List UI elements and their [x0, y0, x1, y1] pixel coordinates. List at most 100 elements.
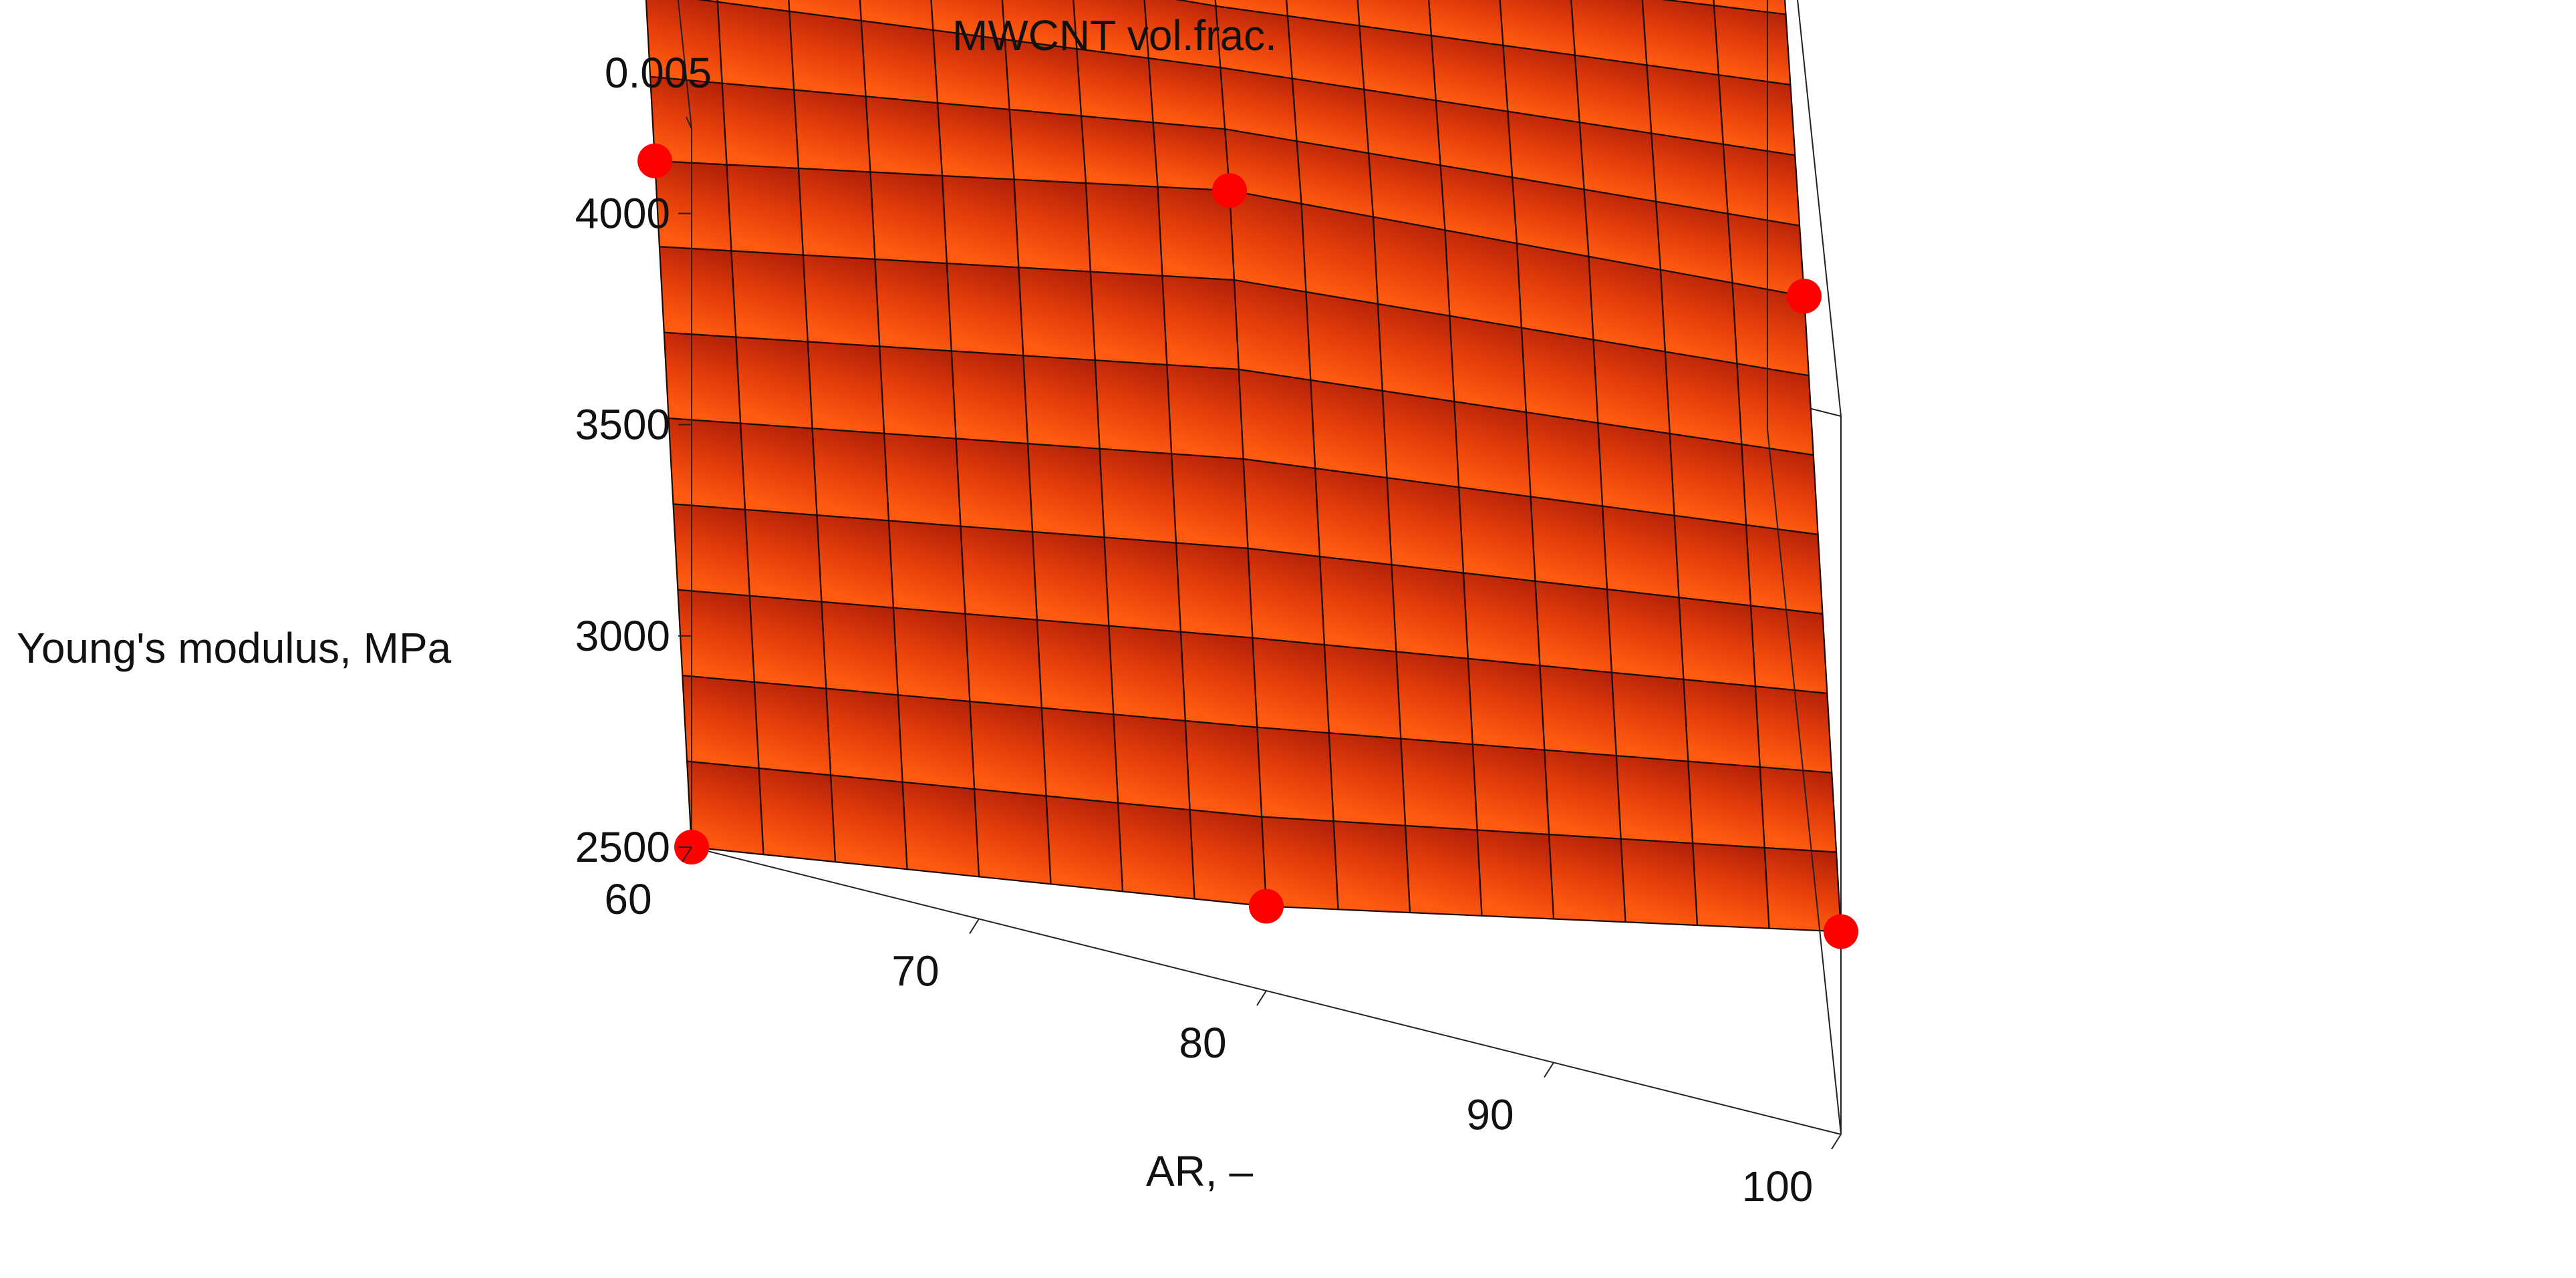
- surface-cell: [1745, 524, 1824, 615]
- surface-cell: [1013, 178, 1092, 273]
- surface-cell: [1166, 363, 1244, 460]
- surface-cell: [1620, 838, 1699, 927]
- data-point: [1787, 279, 1822, 314]
- surface-cell: [1372, 216, 1451, 317]
- surface-cell: [1597, 422, 1675, 516]
- surface-cell: [1610, 671, 1689, 762]
- surface-cell: [735, 336, 813, 430]
- surface-cell: [789, 10, 867, 98]
- surface-cell: [1713, 5, 1792, 86]
- surface-cell: [1430, 35, 1509, 112]
- surface-cell: [887, 520, 966, 615]
- surface-cell: [1736, 363, 1814, 456]
- surface-cell: [1310, 379, 1388, 479]
- surface-cell: [1099, 448, 1177, 544]
- x-tick-mark: [1831, 1134, 1842, 1150]
- surface-cell: [1170, 453, 1249, 550]
- surface-cell: [879, 345, 957, 440]
- surface-cell: [1036, 619, 1115, 715]
- data-point: [1824, 914, 1858, 949]
- surface-cell: [739, 422, 818, 516]
- surface-cell: [672, 503, 751, 597]
- surface-cell: [1080, 115, 1159, 188]
- surface-cell: [1502, 44, 1580, 124]
- surface-cell: [1040, 707, 1119, 804]
- data-points: [637, 143, 1858, 949]
- y-tick-mark: [686, 116, 692, 130]
- surface-cell: [1592, 339, 1671, 435]
- surface-cell: [1358, 25, 1437, 102]
- z-tick-label: 2500: [575, 823, 670, 871]
- surface-cell: [1391, 564, 1469, 660]
- surface-cell: [1548, 833, 1626, 923]
- surface-cell: [1641, 0, 1719, 76]
- surface-cell: [1683, 678, 1761, 768]
- surface-cell: [1228, 190, 1307, 293]
- surface-cell: [730, 250, 809, 343]
- surface-cell: [1103, 536, 1182, 633]
- surface-cell: [1615, 755, 1694, 844]
- surface-cell: [744, 508, 823, 603]
- surface-cell: [1574, 54, 1653, 134]
- surface-cell: [936, 102, 1015, 180]
- z-tick-label: 4000: [575, 190, 670, 238]
- surface-cell: [1507, 110, 1585, 190]
- surface-cell: [1018, 267, 1096, 361]
- data-point: [1212, 173, 1247, 208]
- z-axis-label: Young's modulus, MPa: [17, 624, 452, 672]
- surface-cell: [811, 428, 890, 522]
- surface-cell: [1328, 732, 1407, 827]
- surface-cell: [1606, 588, 1685, 681]
- surface-cell: [1678, 597, 1756, 687]
- surface-cell: [950, 350, 1029, 445]
- surface-mesh: [645, 0, 1842, 933]
- surface-cell: [964, 613, 1042, 709]
- z-tick-label: 3500: [575, 401, 670, 449]
- surface-cell: [946, 263, 1024, 357]
- x-tick-label: 70: [891, 947, 939, 995]
- surface-cell: [1022, 355, 1101, 450]
- surface-cell: [1233, 279, 1312, 381]
- y-tick-label: 0.005: [605, 49, 712, 97]
- surface-cell: [1085, 182, 1163, 277]
- surface-cell: [1179, 631, 1258, 728]
- surface-cell: [1449, 315, 1527, 414]
- x-axis-label: AR, –: [1146, 1147, 1253, 1195]
- data-point: [637, 143, 672, 178]
- surface-cell: [821, 601, 899, 696]
- surface-cell: [969, 700, 1047, 797]
- surface-cell: [860, 19, 939, 104]
- surface-cell: [1717, 74, 1796, 156]
- surface-cell: [941, 175, 1020, 269]
- surface-cell: [955, 438, 1034, 533]
- surface-cell: [758, 767, 837, 863]
- surface-cell: [1395, 651, 1473, 746]
- surface-cell: [1749, 605, 1828, 694]
- data-point: [1249, 889, 1284, 924]
- surface-cell: [793, 89, 871, 173]
- surface-cell: [1669, 432, 1747, 526]
- surface-cell: [1458, 486, 1536, 583]
- surface-cell: [1646, 64, 1724, 146]
- surface-cell: [1687, 760, 1765, 849]
- surface-cell: [1467, 657, 1546, 751]
- x-tick-mark: [1544, 1062, 1554, 1078]
- surface-cell: [807, 341, 885, 435]
- surface-cell: [1094, 359, 1173, 455]
- surface-cell: [721, 82, 800, 170]
- x-tick-mark: [682, 846, 692, 862]
- surface-cell: [869, 171, 948, 265]
- surface-cell: [1045, 795, 1124, 893]
- surface-cell: [1300, 202, 1379, 305]
- surface-cell: [1076, 47, 1154, 124]
- surface-cell: [1314, 467, 1393, 566]
- surface-cell: [1400, 738, 1478, 831]
- y-axis-label: MWCNT vol.frac.: [952, 11, 1277, 59]
- surface-cell: [1117, 802, 1195, 900]
- surface-cell: [1323, 644, 1402, 740]
- surface-cell: [1332, 820, 1411, 914]
- surface-cell: [682, 675, 760, 770]
- surface-cell: [1252, 637, 1330, 734]
- surface-cell: [1539, 665, 1617, 757]
